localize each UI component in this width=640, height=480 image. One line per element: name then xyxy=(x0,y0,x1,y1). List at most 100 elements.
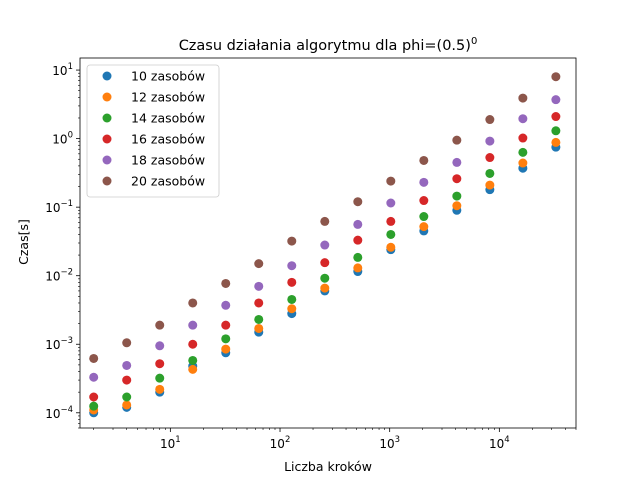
data-point xyxy=(254,298,264,308)
data-point xyxy=(551,95,561,105)
data-point xyxy=(452,157,462,167)
legend-box xyxy=(86,64,220,198)
data-point xyxy=(287,294,297,304)
data-point xyxy=(452,191,462,201)
data-point xyxy=(353,219,363,229)
data-point xyxy=(518,147,528,157)
data-point xyxy=(320,216,330,226)
chart-title: Czasu działania algorytmu dla phi=(0.5)0 xyxy=(179,36,478,54)
data-point xyxy=(353,235,363,245)
data-point xyxy=(452,174,462,184)
series-4 xyxy=(89,112,561,402)
data-point xyxy=(452,135,462,145)
data-point xyxy=(320,240,330,250)
data-point xyxy=(518,158,528,168)
legend-marker xyxy=(102,113,112,123)
y-axis-label: Czas[s] xyxy=(16,219,31,265)
data-point xyxy=(485,153,495,163)
data-point xyxy=(188,298,198,308)
y-tick-label: 100 xyxy=(52,131,73,147)
data-point xyxy=(221,300,231,310)
data-point xyxy=(353,252,363,262)
data-point xyxy=(419,196,429,206)
data-point xyxy=(386,229,396,239)
data-point xyxy=(122,375,132,385)
series-3 xyxy=(89,126,561,411)
data-point xyxy=(287,261,297,271)
data-point xyxy=(320,258,330,268)
data-point xyxy=(188,339,198,349)
y-tick-label: 10−1 xyxy=(45,199,73,215)
data-point xyxy=(89,372,99,382)
legend-label: 12 zasobów xyxy=(131,90,205,105)
data-point xyxy=(551,126,561,136)
data-point xyxy=(122,338,132,348)
legend-marker xyxy=(102,92,112,102)
plot-frame xyxy=(79,57,577,429)
legend-label: 10 zasobów xyxy=(131,69,205,84)
series-6 xyxy=(89,72,561,363)
data-point xyxy=(386,176,396,186)
data-point xyxy=(320,273,330,283)
data-point xyxy=(419,212,429,222)
data-point xyxy=(353,197,363,207)
data-point xyxy=(254,281,264,291)
data-point xyxy=(551,137,561,147)
data-point xyxy=(353,263,363,273)
axes: 101 102 103 104 10−4 10−3 10−2 10−1 100 101 xyxy=(45,57,577,451)
y-tick-label: 10−2 xyxy=(45,268,73,284)
data-point xyxy=(419,222,429,232)
y-tick-label: 101 xyxy=(52,62,73,78)
data-point xyxy=(518,93,528,103)
legend-label: 20 zasobów xyxy=(131,174,205,189)
legend-label: 16 zasobów xyxy=(131,132,205,147)
legend-label: 18 zasobów xyxy=(131,153,205,168)
data-point xyxy=(518,133,528,143)
legend-marker xyxy=(102,134,112,144)
data-point xyxy=(155,341,165,351)
legend-marker xyxy=(102,155,112,165)
data-point xyxy=(188,364,198,374)
data-point xyxy=(89,353,99,363)
data-point xyxy=(287,304,297,314)
data-point xyxy=(485,168,495,178)
data-point xyxy=(485,136,495,146)
y-tick-label: 10−3 xyxy=(45,336,73,352)
data-point xyxy=(386,198,396,208)
data-point xyxy=(287,277,297,287)
data-point xyxy=(419,177,429,187)
data-point xyxy=(386,242,396,252)
data-point xyxy=(551,112,561,122)
data-point xyxy=(287,236,297,246)
data-point xyxy=(518,114,528,124)
data-point xyxy=(254,259,264,269)
data-point xyxy=(386,216,396,226)
plot-area xyxy=(89,72,561,418)
data-point xyxy=(188,355,198,365)
y-tick-label: 10−4 xyxy=(45,405,73,421)
series-5 xyxy=(89,95,561,382)
data-point xyxy=(452,201,462,211)
data-point xyxy=(122,392,132,402)
data-point xyxy=(419,155,429,165)
data-point xyxy=(485,180,495,190)
data-point xyxy=(221,320,231,330)
data-point xyxy=(89,401,99,411)
data-point xyxy=(485,115,495,125)
x-tick-label: 103 xyxy=(379,435,400,451)
data-point xyxy=(122,360,132,370)
legend-label: 14 zasobów xyxy=(131,111,205,126)
x-tick-label: 101 xyxy=(160,435,181,451)
data-point xyxy=(188,320,198,330)
data-point xyxy=(122,400,132,410)
data-point xyxy=(89,392,99,402)
legend: 10 zasobów 12 zasobów 14 zasobów 16 zasobów… xyxy=(86,64,220,198)
legend-marker xyxy=(102,71,112,81)
x-axis-label: Liczba kroków xyxy=(284,459,372,474)
data-point xyxy=(320,283,330,293)
x-tick-label: 102 xyxy=(270,435,291,451)
data-point xyxy=(221,278,231,288)
data-point xyxy=(155,384,165,394)
data-point xyxy=(155,373,165,383)
